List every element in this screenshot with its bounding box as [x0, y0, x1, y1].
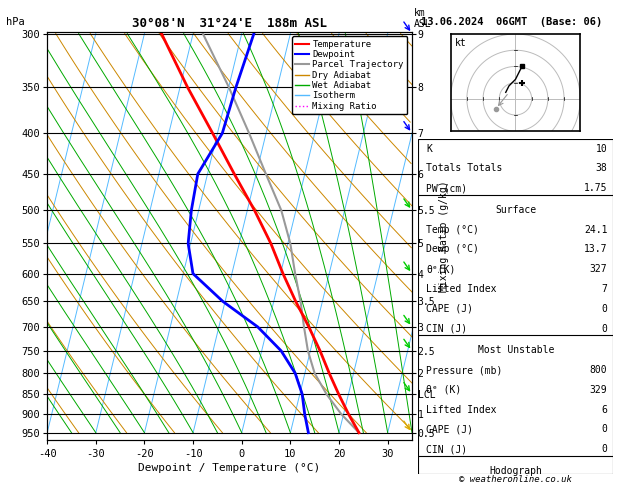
Text: CIN (J): CIN (J) [426, 444, 467, 454]
Text: Hodograph: Hodograph [489, 466, 542, 476]
Text: K: K [426, 143, 432, 154]
Text: hPa: hPa [6, 17, 25, 27]
Text: 800: 800 [590, 365, 608, 375]
Title: 30°08'N  31°24'E  188m ASL: 30°08'N 31°24'E 188m ASL [132, 17, 327, 31]
Text: 7: 7 [601, 284, 608, 294]
Text: Pressure (mb): Pressure (mb) [426, 365, 503, 375]
Text: 1.75: 1.75 [584, 183, 608, 193]
Text: 0: 0 [601, 324, 608, 333]
Text: 10: 10 [596, 143, 608, 154]
Legend: Temperature, Dewpoint, Parcel Trajectory, Dry Adiabat, Wet Adiabat, Isotherm, Mi: Temperature, Dewpoint, Parcel Trajectory… [292, 36, 408, 114]
Text: 38: 38 [596, 163, 608, 174]
Text: PW (cm): PW (cm) [426, 183, 467, 193]
Text: km
ASL: km ASL [414, 8, 431, 29]
Text: CAPE (J): CAPE (J) [426, 424, 473, 434]
Text: Totals Totals: Totals Totals [426, 163, 503, 174]
Text: Lifted Index: Lifted Index [426, 405, 496, 415]
Text: 6: 6 [601, 405, 608, 415]
Text: 13.7: 13.7 [584, 244, 608, 255]
Text: θᵉ (K): θᵉ (K) [426, 385, 461, 395]
Text: CAPE (J): CAPE (J) [426, 304, 473, 314]
Text: 24.1: 24.1 [584, 225, 608, 235]
Text: Surface: Surface [495, 205, 537, 215]
Text: CIN (J): CIN (J) [426, 324, 467, 333]
Text: 327: 327 [590, 264, 608, 274]
Text: Temp (°C): Temp (°C) [426, 225, 479, 235]
Y-axis label: Mixing Ratio (g/kg): Mixing Ratio (g/kg) [439, 180, 449, 292]
Text: Dewp (°C): Dewp (°C) [426, 244, 479, 255]
Text: θᵉ(K): θᵉ(K) [426, 264, 455, 274]
X-axis label: Dewpoint / Temperature (°C): Dewpoint / Temperature (°C) [138, 463, 321, 473]
Text: 329: 329 [590, 385, 608, 395]
Text: 0: 0 [601, 444, 608, 454]
Text: Lifted Index: Lifted Index [426, 284, 496, 294]
Text: © weatheronline.co.uk: © weatheronline.co.uk [459, 474, 572, 484]
Text: 13.06.2024  06GMT  (Base: 06): 13.06.2024 06GMT (Base: 06) [421, 17, 603, 27]
Text: Most Unstable: Most Unstable [477, 346, 554, 355]
Text: 0: 0 [601, 424, 608, 434]
Text: 0: 0 [601, 304, 608, 314]
Text: kt: kt [455, 38, 466, 48]
